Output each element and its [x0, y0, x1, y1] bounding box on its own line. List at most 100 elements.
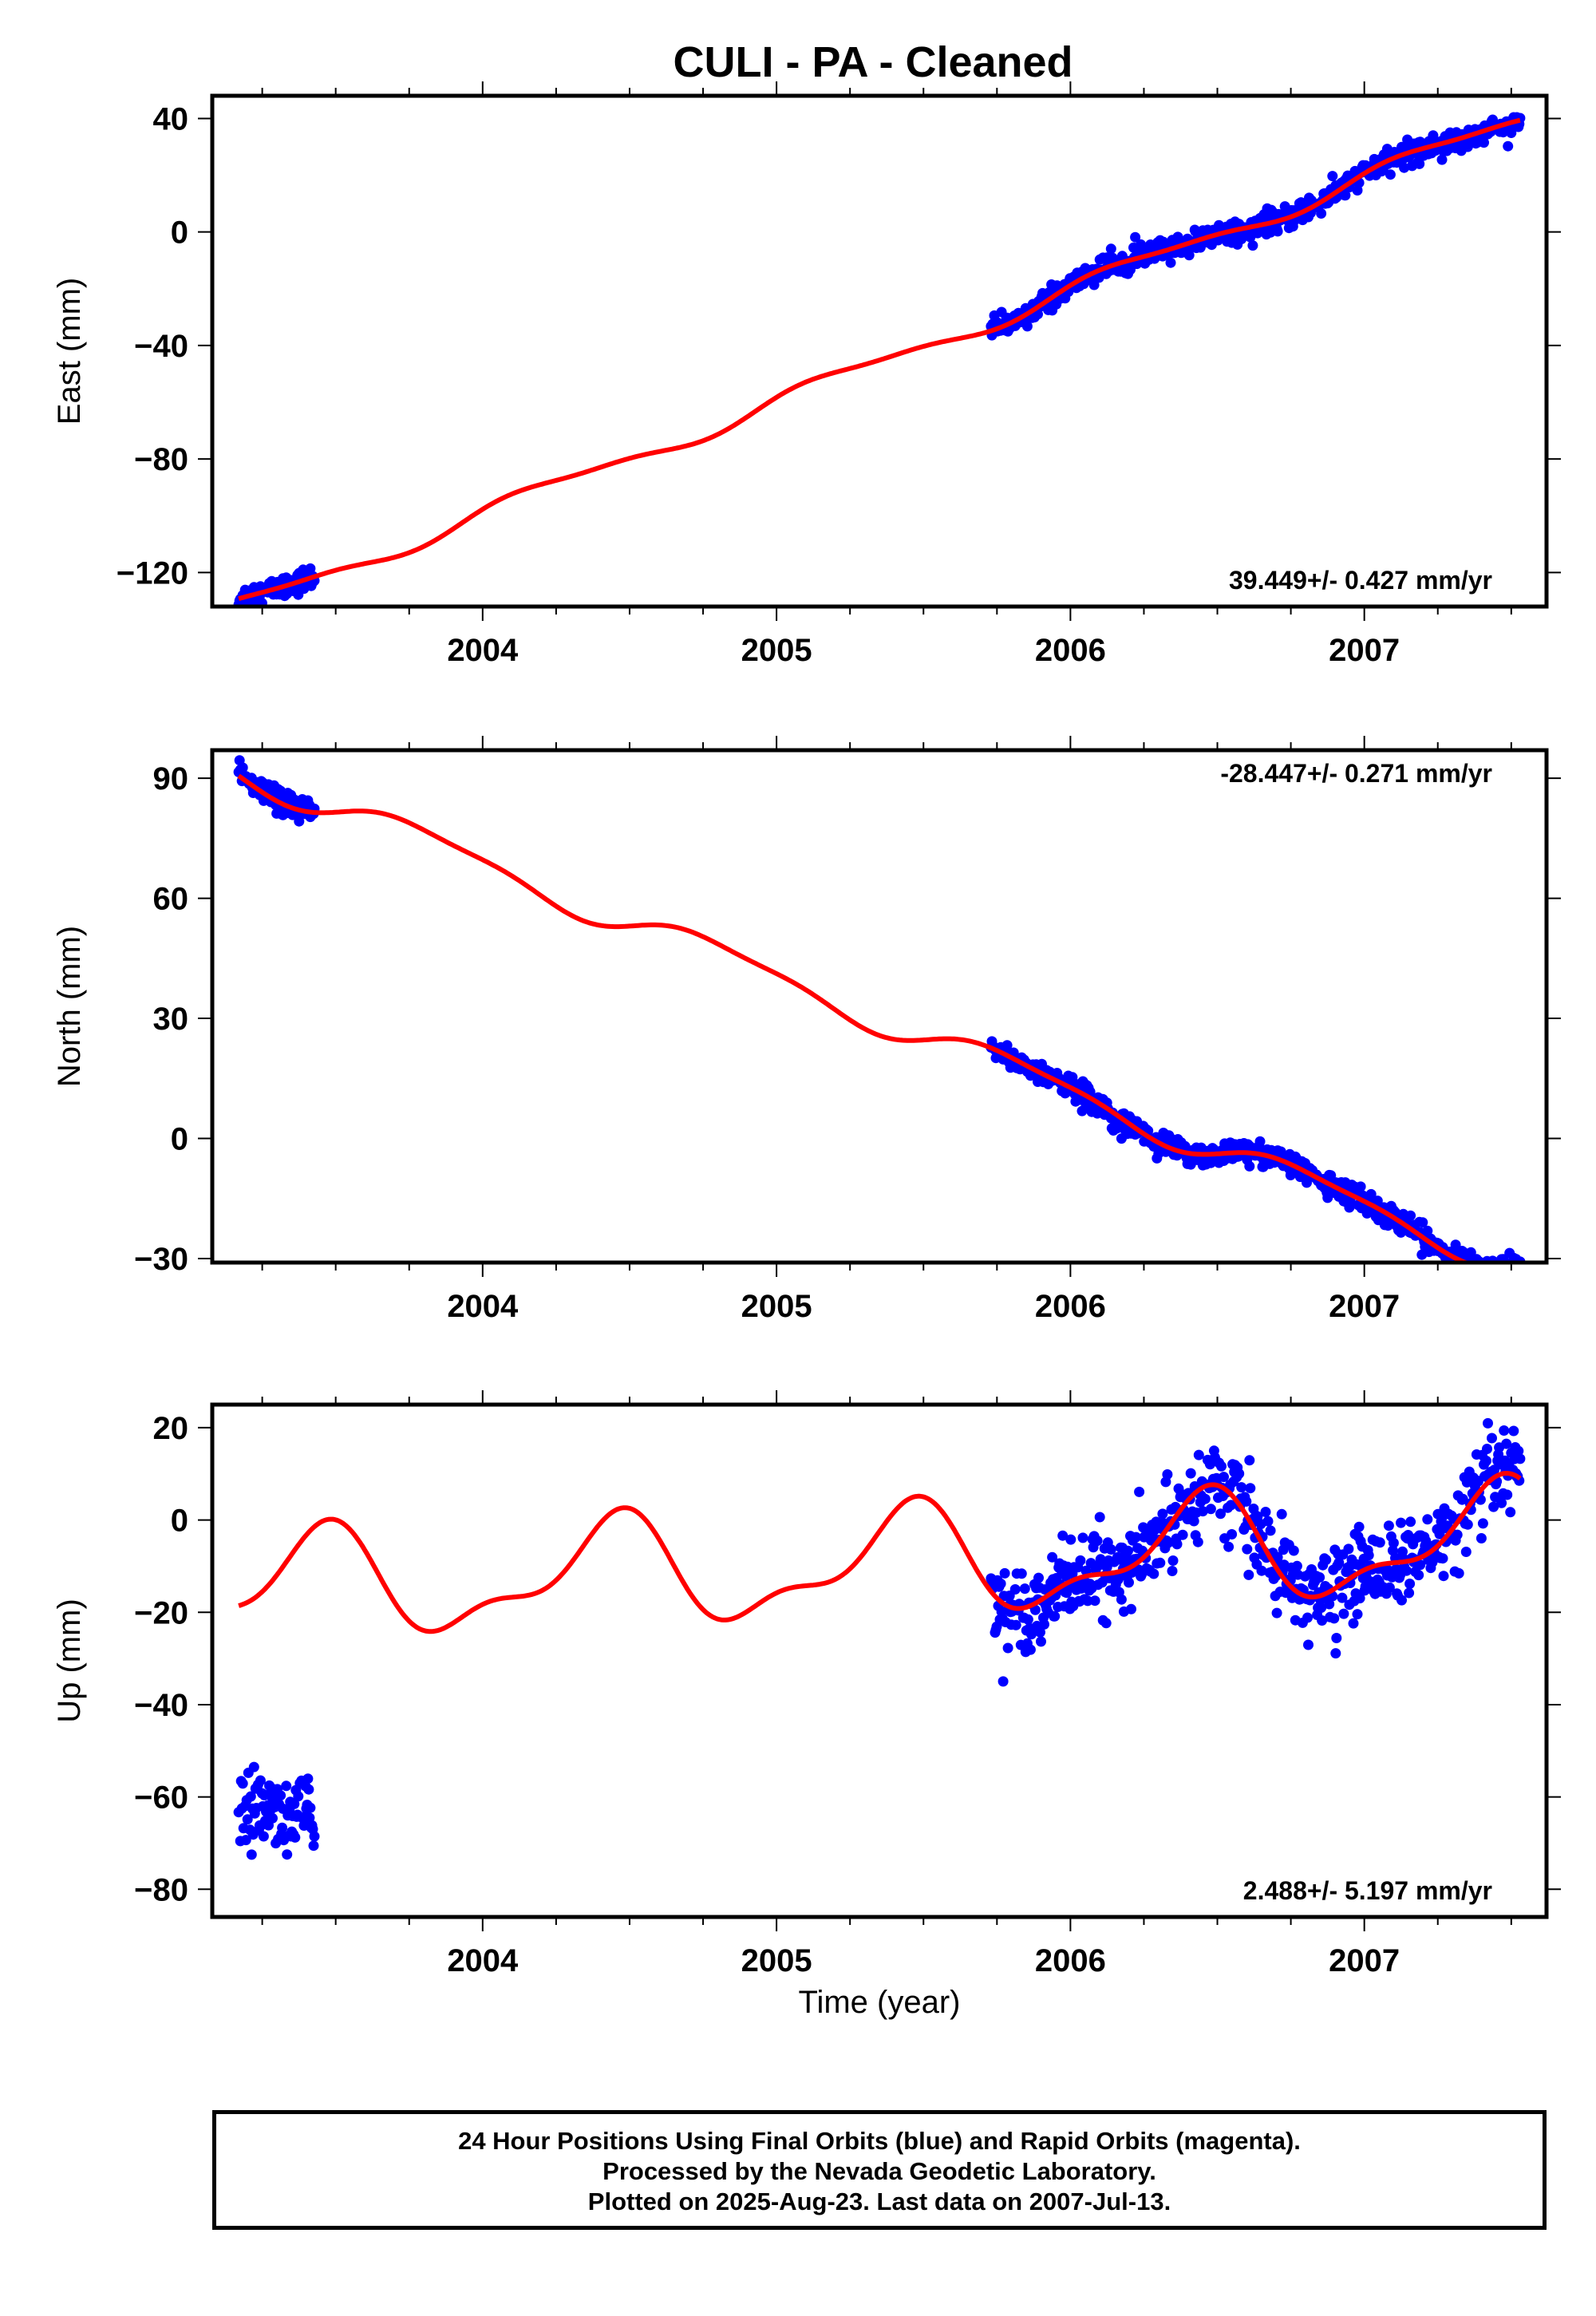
x-tick-label: 2005	[741, 1943, 812, 1978]
data-point	[1157, 1508, 1168, 1520]
data-point	[1029, 1604, 1041, 1615]
data-point	[1461, 1268, 1472, 1279]
data-point	[282, 1849, 293, 1860]
y-axis-title: East (mm)	[52, 278, 87, 425]
data-point	[1492, 1273, 1503, 1283]
data-point	[1414, 158, 1425, 169]
footer-line-1: 24 Hour Positions Using Final Orbits (bl…	[458, 2127, 1301, 2155]
data-point	[1155, 1557, 1166, 1568]
data-point	[1271, 1607, 1282, 1618]
data-point	[1505, 1266, 1515, 1276]
data-point	[1437, 1553, 1448, 1564]
data-point	[1496, 1497, 1507, 1508]
data-point	[1396, 1517, 1406, 1528]
data-point	[1256, 1565, 1267, 1576]
data-point	[1317, 1615, 1328, 1626]
y-tick-label: −30	[134, 1242, 188, 1277]
data-point	[995, 1578, 1006, 1589]
data-point	[1236, 1482, 1247, 1493]
data-point	[1476, 1533, 1487, 1543]
rate-label: 39.449+/- 0.427 mm/yr	[1229, 566, 1492, 595]
footer-line-2: Processed by the Nevada Geodetic Laborat…	[602, 2157, 1156, 2185]
data-point	[1460, 1547, 1472, 1557]
data-point	[293, 1791, 304, 1802]
panel-3-ticks	[198, 1390, 1561, 1931]
data-point	[1021, 321, 1033, 332]
data-point	[1405, 1210, 1416, 1221]
data-point	[1039, 1618, 1049, 1630]
data-point	[1495, 1266, 1506, 1276]
data-point	[1216, 1460, 1227, 1472]
data-point	[237, 1778, 248, 1789]
data-point	[1384, 1582, 1395, 1593]
data-point	[1092, 1535, 1103, 1547]
data-point	[1262, 1516, 1274, 1527]
data-point	[256, 598, 267, 607]
data-point	[1010, 1619, 1021, 1630]
data-point	[277, 1822, 288, 1833]
data-point	[240, 1835, 251, 1846]
data-point	[1401, 1565, 1412, 1576]
data-point	[1192, 1536, 1203, 1547]
data-point	[245, 1791, 256, 1802]
data-point	[1337, 1592, 1348, 1603]
x-tick-label: 2006	[1035, 1289, 1106, 1324]
y-axis-title: Up (mm)	[52, 1599, 87, 1723]
data-point	[1491, 1271, 1501, 1282]
model-fit-line	[238, 1471, 1522, 1634]
y-tick-label: −40	[134, 1688, 188, 1723]
y-tick-label: −40	[134, 329, 188, 364]
data-point	[1065, 1534, 1077, 1545]
data-point	[1025, 1644, 1036, 1655]
data-point	[1331, 1633, 1342, 1643]
data-point	[1227, 1529, 1238, 1539]
data-point	[1276, 1508, 1287, 1520]
data-point	[1515, 1453, 1526, 1464]
data-point	[1105, 1544, 1116, 1555]
data-point	[1167, 1555, 1179, 1566]
data-point	[1475, 1272, 1485, 1282]
data-point	[1450, 1239, 1461, 1251]
plot-frame	[210, 748, 1549, 1265]
data-point	[1404, 1587, 1415, 1599]
y-tick-label: 0	[171, 215, 188, 251]
data-point	[1330, 1648, 1341, 1659]
data-point	[1215, 1508, 1226, 1520]
data-point	[1354, 1593, 1365, 1604]
data-point	[1413, 1570, 1424, 1581]
data-point	[1197, 1506, 1208, 1517]
data-point	[1245, 1483, 1256, 1494]
x-tick-label: 2005	[741, 1289, 812, 1324]
chart-title: CULI - PA - Cleaned	[673, 38, 1073, 86]
data-point	[1500, 1271, 1511, 1282]
data-point	[1338, 1608, 1349, 1619]
panel-3: 2004 2005 2006 2007 20 0 −20 −40 −60 −80 Up (mm) Ti…	[52, 1390, 1561, 2020]
data-point	[1242, 1543, 1253, 1555]
y-tick-label: −80	[134, 1872, 188, 1907]
data-point	[1374, 1537, 1385, 1548]
data-point	[1123, 1545, 1133, 1556]
data-point	[1254, 1136, 1266, 1147]
data-point	[258, 1831, 269, 1842]
data-point	[1171, 1539, 1183, 1550]
data-point	[308, 1840, 319, 1852]
data-point	[1260, 1507, 1271, 1517]
data-point	[1464, 1266, 1474, 1276]
panel-1-data	[233, 112, 1526, 607]
data-point	[1468, 1275, 1479, 1286]
data-point	[1124, 1577, 1134, 1588]
panel-1: 2004 2005 2006 2007 40 0 −40 −80 −120 East (mm) 39…	[52, 81, 1561, 668]
y-tick-label: −80	[134, 442, 188, 477]
data-point	[281, 1780, 292, 1792]
data-point	[1483, 1417, 1493, 1429]
x-tick-label: 2006	[1035, 1943, 1106, 1978]
data-point	[1327, 171, 1338, 182]
data-point	[1404, 1579, 1416, 1589]
panel-3-data	[233, 1417, 1526, 1860]
data-point	[1162, 1469, 1173, 1480]
data-point	[1082, 1595, 1093, 1607]
data-point	[1165, 257, 1176, 268]
data-point	[1002, 1642, 1013, 1654]
data-point	[1506, 128, 1517, 138]
y-tick-label: −120	[117, 555, 188, 591]
